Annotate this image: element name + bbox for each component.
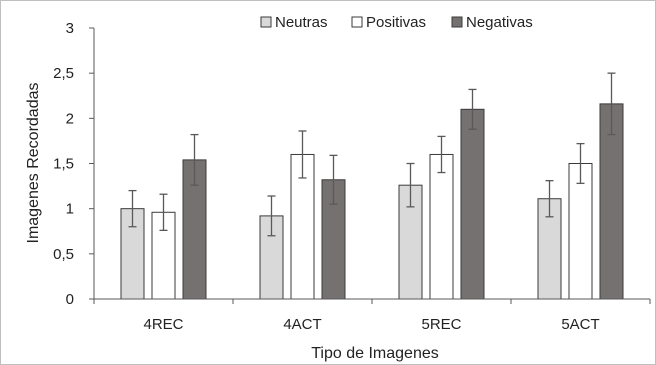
x-tick-label: 5ACT [561, 316, 599, 333]
y-tick-label: 0,5 [53, 246, 74, 263]
axes-group [93, 28, 651, 304]
legend-swatch-negativas [451, 16, 463, 28]
y-tick-label: 1 [66, 201, 74, 218]
bar-negativas-5rec [460, 108, 485, 300]
x-tick-label: 5REC [421, 316, 461, 333]
legend-label-neutras: Neutras [275, 14, 328, 31]
legend-label-negativas: Negativas [466, 14, 533, 31]
legend-label-positivas: Positivas [366, 14, 426, 31]
y-tick-label: 2 [66, 110, 74, 127]
y-tick-label: 1,5 [53, 156, 74, 173]
legend: Neutras Positivas Negativas [260, 14, 533, 31]
x-axis-title: Tipo de Imagenes [311, 345, 438, 362]
y-tick-label: 2,5 [53, 65, 74, 82]
bars-group [120, 72, 624, 300]
y-tick-label: 0 [66, 291, 74, 308]
bar-positivas-5rec [429, 153, 454, 300]
y-tick-label: 3 [66, 20, 74, 37]
x-axis-categories: 4REC 4ACT 5REC 5ACT [143, 316, 599, 333]
legend-swatch-neutras [260, 16, 272, 28]
legend-swatch-positivas [351, 16, 363, 28]
x-tick-label: 4REC [143, 316, 183, 333]
y-axis-title: Imagenes Recordadas [25, 83, 42, 244]
x-tick-label: 4ACT [283, 316, 321, 333]
y-axis-ticks: 0 0,5 1 1,5 2 2,5 3 [53, 20, 94, 308]
